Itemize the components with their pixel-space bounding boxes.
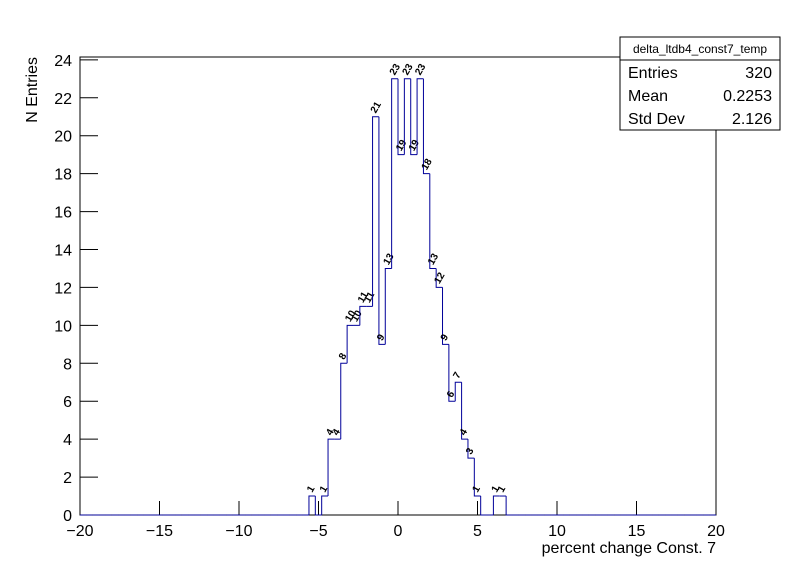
stats-value: 320 xyxy=(745,65,772,82)
data-label: 13 xyxy=(426,251,441,267)
data-label: 9 xyxy=(439,332,452,343)
data-label: 7 xyxy=(451,370,464,381)
stats-value: 0.2253 xyxy=(723,88,772,105)
data-label: 23 xyxy=(388,62,403,78)
y-tick-label: 12 xyxy=(54,280,72,297)
histogram-bin xyxy=(403,78,411,155)
data-label: 1 xyxy=(471,484,484,495)
data-label: 19 xyxy=(394,138,409,154)
histogram-bin xyxy=(359,305,367,326)
histogram-bin xyxy=(429,173,437,269)
data-label: 19 xyxy=(407,138,422,154)
data-label: 18 xyxy=(420,157,435,173)
stats-value: 2.126 xyxy=(732,111,772,128)
histogram-bin xyxy=(416,78,424,155)
x-tick-label: 20 xyxy=(707,523,725,540)
stats-key: Std Dev xyxy=(628,111,685,128)
stats-box: delta_ltdb4_const7_temp Entries 320 Mean… xyxy=(619,36,781,131)
data-label: 1 xyxy=(490,484,503,495)
data-label: 4 xyxy=(458,427,471,438)
x-tick-label: 0 xyxy=(394,523,403,540)
histogram-bin xyxy=(435,268,443,288)
data-label: 12 xyxy=(432,270,447,286)
histogram-bin xyxy=(327,438,335,497)
y-tick-label: 20 xyxy=(54,129,72,146)
data-label: 6 xyxy=(445,389,458,400)
histogram-bin xyxy=(384,267,392,345)
data-label: 13 xyxy=(382,251,397,267)
stats-frame xyxy=(619,36,781,131)
histogram-bin xyxy=(314,496,322,516)
y-tick-label: 2 xyxy=(63,470,72,487)
x-tick-label: 15 xyxy=(628,523,646,540)
histogram-bin xyxy=(378,116,386,345)
y-tick-label: 4 xyxy=(63,432,72,449)
data-label: 4 xyxy=(331,427,344,438)
histogram-bin xyxy=(391,78,398,269)
x-tick-label: −5 xyxy=(309,523,327,540)
y-tick-label: 16 xyxy=(54,205,72,222)
y-tick-label: 22 xyxy=(54,91,72,108)
y-tick-label: 14 xyxy=(54,242,72,259)
data-label: 1 xyxy=(318,484,331,495)
histogram-bin xyxy=(480,496,488,516)
histogram-bin xyxy=(505,496,513,516)
y-tick-label: 6 xyxy=(63,394,72,411)
data-label: 4 xyxy=(324,427,337,438)
data-label: 1 xyxy=(496,484,509,495)
y-tick-label: 24 xyxy=(54,53,72,70)
data-label: 3 xyxy=(464,446,477,457)
data-label: 1 xyxy=(305,484,318,495)
stats-key: Mean xyxy=(628,88,668,105)
x-tick-label: −15 xyxy=(146,523,173,540)
y-axis-label: N Entries xyxy=(24,57,41,123)
histogram-bin xyxy=(308,495,316,515)
data-label: 23 xyxy=(401,62,416,78)
histogram-bin xyxy=(321,495,329,515)
x-tick-label: −20 xyxy=(66,523,93,540)
histogram-bin xyxy=(340,362,348,440)
histogram-bin xyxy=(461,382,468,440)
histogram-bin xyxy=(410,78,418,156)
x-axis-label: percent change Const. 7 xyxy=(542,540,716,557)
histogram-bin xyxy=(492,495,500,515)
y-tick-label: 10 xyxy=(54,318,72,335)
stats-title: delta_ltdb4_const7_temp xyxy=(633,42,767,56)
histogram-bin xyxy=(473,458,481,497)
y-tick-label: 18 xyxy=(54,167,72,184)
histogram-bin xyxy=(467,439,475,459)
histogram-bin xyxy=(372,116,379,307)
data-label: 10 xyxy=(350,308,365,324)
histogram-bin xyxy=(442,287,449,345)
histogram-bin xyxy=(454,381,462,402)
histogram-bin xyxy=(448,344,456,402)
histogram-bin xyxy=(422,78,430,175)
y-tick-label: 0 xyxy=(63,508,72,525)
x-tick-label: 5 xyxy=(473,523,482,540)
histogram-bin xyxy=(346,324,354,364)
x-tick-label: 10 xyxy=(548,523,566,540)
stats-key: Entries xyxy=(628,65,678,82)
data-label: 9 xyxy=(375,332,388,343)
data-label: 21 xyxy=(369,100,384,116)
y-tick-label: 8 xyxy=(63,356,72,373)
data-label: 23 xyxy=(413,62,428,78)
x-tick-label: −10 xyxy=(225,523,252,540)
histogram-bin xyxy=(397,78,405,156)
data-label: 10 xyxy=(343,308,358,324)
data-label: 8 xyxy=(337,351,350,362)
